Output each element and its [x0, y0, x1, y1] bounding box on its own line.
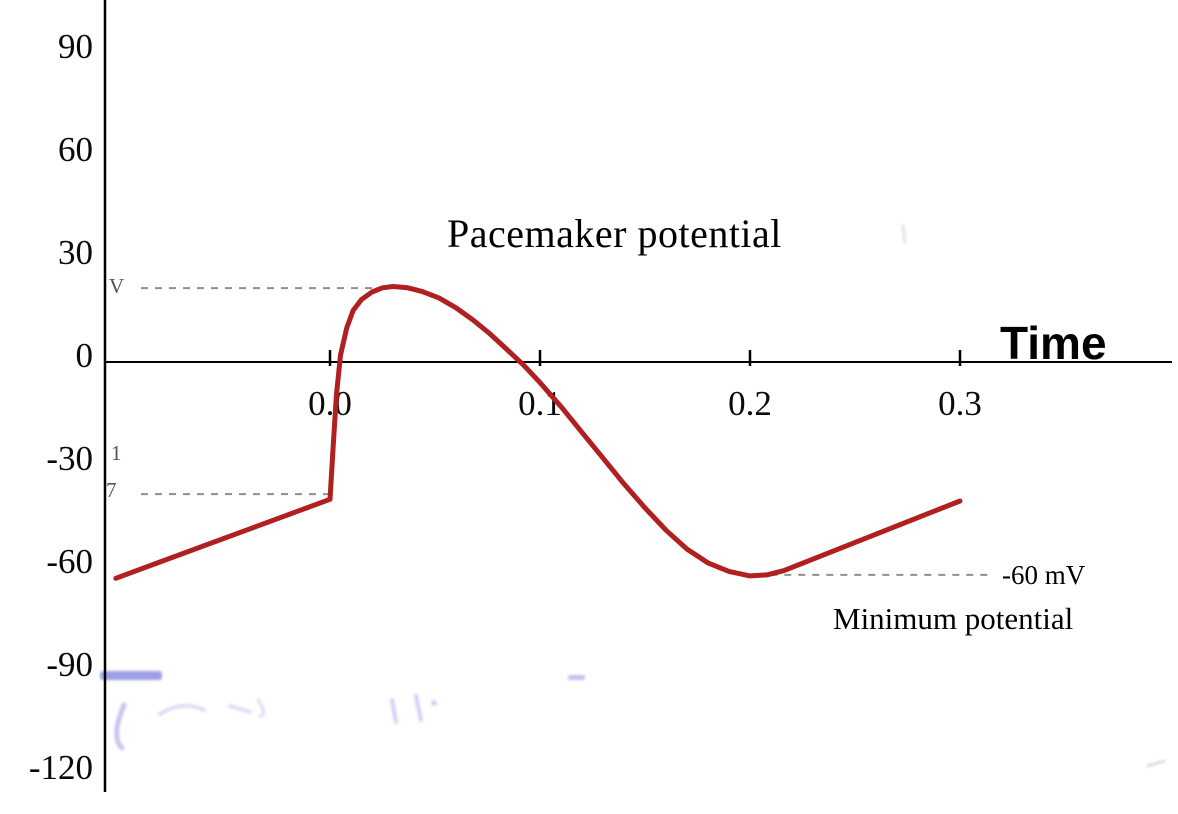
erased-stroke: [390, 698, 398, 724]
y-tick-label: 30: [58, 233, 93, 272]
minimum-voltage-label: -60 mV: [1002, 560, 1086, 590]
y-tick-label: -30: [46, 439, 93, 478]
erased-text-remnant-7: 7: [106, 478, 117, 502]
x-tick-label: 0.3: [938, 384, 982, 423]
y-tick-label: 90: [58, 27, 93, 66]
y-tick-label: -90: [46, 645, 93, 684]
y-tick-label: 0: [76, 336, 94, 375]
blue-ink-bar: [100, 671, 162, 680]
y-tick-label: -60: [46, 542, 93, 581]
erased-text-remnant-1: 1: [111, 441, 122, 465]
erased-ink-smudges: [100, 224, 1166, 768]
erased-stroke: [114, 702, 127, 751]
x-tick-label: 0.0: [308, 384, 352, 423]
faint-mark: [1146, 759, 1166, 768]
erased-stroke: [228, 704, 252, 714]
erased-dot: [431, 700, 437, 706]
blue-ink-dash: [568, 675, 585, 680]
minimum-potential-caption: Minimum potential: [833, 601, 1074, 636]
x-axis-label-time: Time: [1000, 317, 1107, 369]
x-tick-label: 0.1: [518, 384, 562, 423]
faint-mark: [901, 224, 907, 244]
peak-label-remnant: V: [109, 274, 125, 298]
erased-stroke: [414, 694, 423, 722]
erased-stroke: [158, 703, 206, 716]
erased-stroke: [256, 698, 265, 718]
curve-pacemaker-membrane-potential: [113, 284, 963, 581]
x-tick-label: 0.2: [728, 384, 772, 423]
y-tick-label: -120: [29, 748, 93, 787]
y-tick-label: 60: [58, 130, 93, 169]
chart-title: Pacemaker potential: [447, 211, 782, 256]
